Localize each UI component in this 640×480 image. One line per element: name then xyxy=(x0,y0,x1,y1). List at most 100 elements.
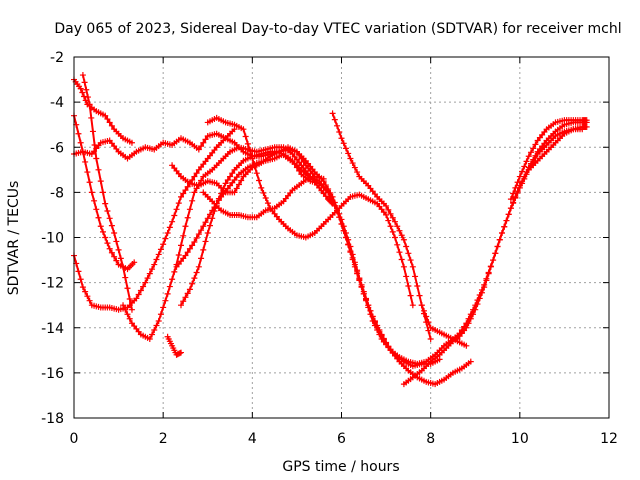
data-point-marker xyxy=(470,311,477,318)
data-point-marker xyxy=(327,193,334,200)
data-point-marker xyxy=(169,218,176,225)
data-point-marker xyxy=(182,252,189,259)
data-point-marker xyxy=(296,152,303,159)
data-point-marker xyxy=(166,224,173,231)
data-point-marker xyxy=(260,189,267,196)
data-point-marker xyxy=(180,298,187,305)
data-point-marker xyxy=(336,129,343,136)
data-point-marker xyxy=(229,170,236,177)
data-point-marker xyxy=(256,177,263,184)
data-point-marker xyxy=(140,283,147,290)
data-point-marker xyxy=(153,322,160,329)
data-point-marker xyxy=(481,284,488,291)
data-point-marker xyxy=(342,145,349,152)
data-point-marker xyxy=(407,292,414,299)
data-point-marker xyxy=(293,148,300,155)
data-point-marker xyxy=(157,311,164,318)
data-point-marker xyxy=(510,199,517,206)
data-point-marker xyxy=(146,336,153,343)
data-point-marker xyxy=(418,302,425,309)
data-point-marker xyxy=(501,223,508,230)
data-point-marker xyxy=(331,202,338,209)
data-point-marker xyxy=(532,141,539,148)
data-point-marker xyxy=(215,195,222,202)
data-point-marker xyxy=(184,183,191,190)
data-point-marker xyxy=(93,206,100,213)
data-point-marker xyxy=(492,250,499,257)
data-point-marker xyxy=(191,275,198,282)
data-point-marker xyxy=(75,130,82,137)
data-point-marker xyxy=(340,227,347,234)
x-tick-label: 6 xyxy=(337,431,346,447)
data-point-marker xyxy=(507,196,514,203)
data-point-marker xyxy=(209,215,216,222)
data-point-marker xyxy=(403,273,410,280)
data-point-marker xyxy=(189,242,196,249)
data-point-marker xyxy=(146,270,153,277)
data-point-marker xyxy=(244,140,251,147)
data-point-marker xyxy=(530,156,537,163)
data-point-marker xyxy=(521,163,528,170)
data-point-marker xyxy=(180,232,187,239)
data-point-marker xyxy=(222,180,229,187)
data-point-marker xyxy=(220,185,227,192)
data-point-marker xyxy=(519,168,526,175)
data-point-marker xyxy=(405,250,412,257)
grid xyxy=(74,57,609,418)
x-tick-label: 8 xyxy=(426,431,435,447)
data-point-marker xyxy=(487,263,494,270)
data-point-marker xyxy=(184,290,191,297)
data-point-marker xyxy=(345,150,352,157)
data-point-marker xyxy=(82,158,89,165)
data-point-marker xyxy=(195,146,202,153)
data-point-marker xyxy=(84,94,91,101)
data-point-marker xyxy=(336,214,343,221)
data-point-marker xyxy=(365,304,372,311)
data-point-marker xyxy=(191,239,198,246)
data-point-marker xyxy=(124,311,131,318)
data-point-marker xyxy=(403,243,410,250)
data-point-marker xyxy=(349,160,356,167)
data-point-marker xyxy=(351,164,358,171)
data-point-marker xyxy=(387,210,394,217)
data-point-marker xyxy=(180,190,187,197)
data-point-marker xyxy=(369,317,376,324)
data-point-marker xyxy=(465,320,472,327)
data-point-marker xyxy=(193,170,200,177)
data-point-marker xyxy=(99,228,106,235)
data-point-marker xyxy=(189,197,196,204)
data-point-marker xyxy=(198,227,205,234)
data-point-marker xyxy=(490,257,497,264)
data-point-marker xyxy=(202,136,209,143)
data-point-marker xyxy=(79,284,86,291)
data-point-marker xyxy=(338,135,345,142)
data-point-marker xyxy=(79,148,86,155)
data-point-marker xyxy=(400,236,407,243)
data-point-marker xyxy=(409,302,416,309)
data-point-marker xyxy=(242,133,249,140)
data-point-marker xyxy=(354,268,361,275)
data-point-marker xyxy=(363,297,370,304)
data-point-marker xyxy=(108,249,115,256)
data-point-marker xyxy=(376,331,383,338)
data-point-marker xyxy=(124,285,131,292)
y-axis-label: SDTVAR / TECUs xyxy=(6,181,22,296)
data-point-marker xyxy=(149,266,156,273)
data-point-marker xyxy=(84,293,91,300)
data-point-marker xyxy=(149,331,156,338)
series-s7 xyxy=(164,333,184,358)
data-point-marker xyxy=(195,263,202,270)
data-point-marker xyxy=(342,234,349,241)
data-point-marker xyxy=(113,257,120,264)
data-point-marker xyxy=(193,235,200,242)
data-point-marker xyxy=(184,214,191,221)
data-point-marker xyxy=(347,155,354,162)
data-point-marker xyxy=(356,276,363,283)
data-point-marker xyxy=(131,259,138,266)
data-point-marker xyxy=(88,114,95,121)
data-point-marker xyxy=(320,175,327,182)
data-point-marker xyxy=(102,200,109,207)
data-point-marker xyxy=(186,245,193,252)
data-point-marker xyxy=(77,85,84,92)
data-point-marker xyxy=(82,288,89,295)
